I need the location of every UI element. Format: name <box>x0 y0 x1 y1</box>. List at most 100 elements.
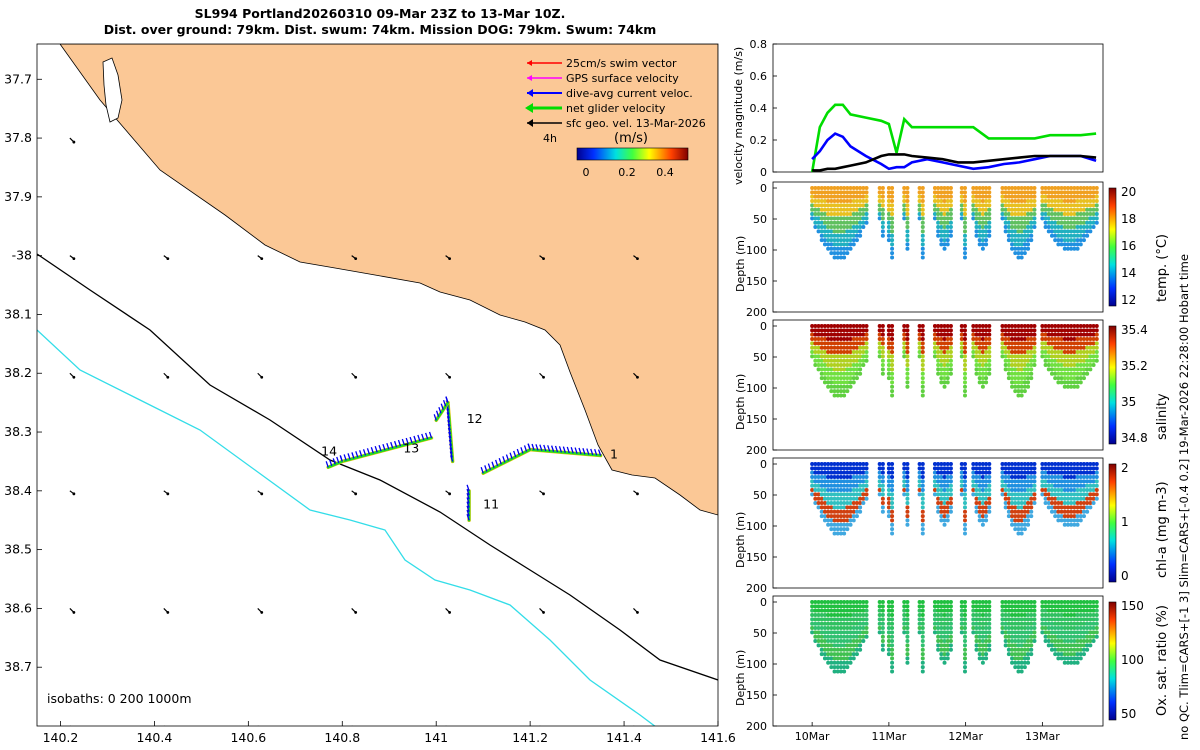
section-dot <box>819 190 824 195</box>
section-dot <box>829 617 834 622</box>
section-dot <box>1072 367 1077 372</box>
section-dot <box>1078 475 1083 480</box>
section-dot <box>1019 324 1024 328</box>
section-dot <box>1010 514 1015 519</box>
section-dot <box>886 466 891 471</box>
section-dot <box>932 328 937 333</box>
section-dot <box>1022 371 1027 376</box>
section-dot <box>1019 626 1024 631</box>
section-dot <box>1062 233 1067 238</box>
section-dot <box>939 496 944 501</box>
section-dot <box>977 233 982 238</box>
section-dot <box>1006 496 1011 501</box>
section-dot <box>1016 483 1021 488</box>
section-dot <box>1088 613 1093 618</box>
section-dot <box>1062 350 1067 355</box>
section-cbar-tick: 12 <box>1121 293 1136 307</box>
section-dot <box>848 194 853 199</box>
section-dot <box>848 630 853 635</box>
section-dot <box>942 514 947 519</box>
section-dot <box>1078 380 1083 385</box>
section-dot <box>877 604 882 609</box>
section-dot <box>822 604 827 609</box>
section-dot <box>816 630 821 635</box>
section-dot <box>1016 229 1021 234</box>
section-dot <box>1053 324 1058 328</box>
section-dot <box>842 665 847 670</box>
section-dot <box>886 505 891 510</box>
section-dot <box>886 647 891 652</box>
section-dot <box>822 617 827 622</box>
section-dot <box>1081 186 1086 190</box>
section-dot <box>1032 332 1037 337</box>
section-dot <box>902 630 907 635</box>
section-dot <box>1069 600 1074 604</box>
section-dot <box>880 639 885 644</box>
section-dot <box>819 514 824 519</box>
section-dot <box>845 496 850 501</box>
section-ytick-label: 100 <box>746 244 767 257</box>
section-dot <box>1069 483 1074 488</box>
section-dot <box>1019 354 1024 359</box>
section-dot <box>1040 341 1045 346</box>
section-dot <box>1065 613 1070 618</box>
section-dot <box>962 665 967 670</box>
section-dot <box>842 522 847 527</box>
section-dot <box>880 229 885 234</box>
section-dot <box>810 212 815 217</box>
section-dot <box>936 186 941 190</box>
section-dot <box>1029 207 1034 212</box>
section-dot <box>1059 328 1064 333</box>
section-dot <box>813 608 818 613</box>
section-dot <box>987 621 992 626</box>
section-dot <box>1069 514 1074 519</box>
section-dot <box>854 367 859 372</box>
section-dot <box>948 350 953 355</box>
section-dot <box>813 345 818 350</box>
section-dot <box>886 367 891 372</box>
section-dot <box>945 466 950 471</box>
section-dot <box>920 492 925 497</box>
section-dot <box>1056 220 1061 225</box>
section-dot <box>1016 194 1021 199</box>
section-dot <box>858 367 863 372</box>
section-dot <box>1078 363 1083 368</box>
section-dot <box>1043 604 1048 609</box>
geo-arrow-head <box>72 611 76 614</box>
section-dot <box>822 656 827 661</box>
section-dot <box>813 496 818 501</box>
section-dot <box>1088 621 1093 626</box>
section-dot <box>1056 501 1061 506</box>
section-ylabel: Depth (m) <box>734 512 747 568</box>
section-dot <box>971 186 976 190</box>
section-dot <box>1016 380 1021 385</box>
section-dot <box>1056 233 1061 238</box>
section-dot <box>962 255 967 260</box>
section-dot <box>845 488 850 493</box>
section-dot <box>959 203 964 208</box>
section-dot <box>829 384 834 389</box>
section-dot <box>1022 380 1027 385</box>
section-dot <box>829 630 834 635</box>
section-dot <box>920 207 925 212</box>
section-dot <box>1026 220 1031 225</box>
section-dot <box>842 660 847 665</box>
dive-arrow <box>509 452 513 459</box>
section-dot <box>987 466 992 471</box>
section-dot <box>1022 337 1027 342</box>
section-dot <box>1019 647 1024 652</box>
section-dot <box>932 345 937 350</box>
section-dot <box>819 475 824 480</box>
section-dot <box>838 488 843 493</box>
section-dot <box>936 354 941 359</box>
section-dot <box>838 509 843 514</box>
section-dot <box>886 233 891 238</box>
section-dot <box>1075 242 1080 247</box>
section-dot <box>880 462 885 466</box>
section-dot <box>987 608 992 613</box>
section-dot <box>974 345 979 350</box>
section-dot <box>1029 475 1034 480</box>
section-dot <box>932 475 937 480</box>
section-dot <box>826 483 831 488</box>
section-dot <box>1006 337 1011 342</box>
